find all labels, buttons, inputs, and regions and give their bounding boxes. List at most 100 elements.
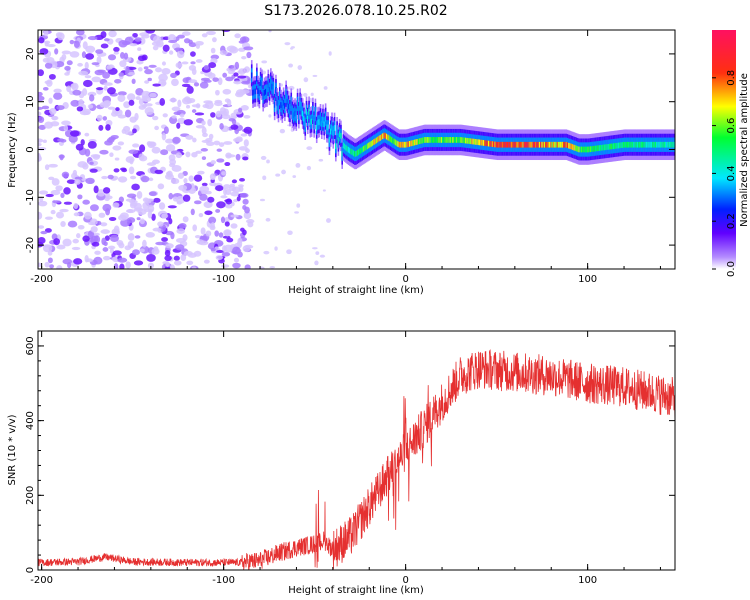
ridge-cell [569,143,572,149]
noise-blob [123,101,131,109]
ridge-cell [667,141,670,148]
ridge-cell [547,141,550,148]
noise-blob [152,227,162,232]
noise-blob [296,203,301,208]
noise-blob [137,67,143,72]
noise-blob [66,60,73,66]
ridge-cell [445,137,448,143]
ridge-cell [571,144,574,150]
noise-blob [202,104,210,109]
noise-blob [100,31,107,39]
ridge-cell [256,75,258,82]
ridge-cell [653,141,656,148]
noise-blob [197,170,205,175]
noise-blob [38,69,44,77]
noise-blob [40,230,48,235]
ridge-cell [517,141,519,148]
ridge-cell [496,141,499,148]
noise-blob [77,161,88,168]
ridge-cell [556,141,559,148]
noise-blob [136,217,141,221]
ridge-cell [656,141,658,148]
noise-blob [161,68,171,75]
noise-blob [57,32,65,41]
ridge-cell [315,124,318,131]
noise-blob [161,132,167,141]
ridge-cell [354,151,356,157]
colorbar-tick-label: 0.8 [726,70,737,86]
noise-blob [80,139,85,146]
noise-blob [284,42,291,46]
ridge-cell [355,150,358,157]
noise-blob [186,85,194,94]
noise-blob [288,85,295,91]
ridge-cell [564,141,566,148]
noise-blob [139,144,146,153]
noise-blob [126,217,136,224]
noise-blob [38,200,48,207]
ridge-cell [631,141,634,148]
noise-blob [38,111,42,117]
noise-blob [279,83,283,87]
noise-blob [209,173,216,181]
ridge-cell [313,119,315,126]
noise-blob [274,246,278,251]
noise-blob [221,252,231,257]
noise-blob [193,250,202,257]
ridge-cell [557,141,560,148]
noise-blob [118,196,124,203]
noise-blob [90,154,101,158]
ridge-cell [566,142,569,148]
noise-blob [190,61,196,65]
ridge-cell [391,137,393,143]
noise-blob [100,229,111,234]
noise-blob [224,221,230,227]
noise-blob [222,88,232,95]
noise-blob [125,198,135,202]
ridge-cell [266,88,268,95]
noise-blob [134,235,141,239]
ridge-cell [336,129,338,136]
noise-blob [221,264,230,268]
noise-blob [322,189,326,192]
noise-blob [162,44,170,52]
ridge-cell [414,139,416,146]
ridge-cell [329,128,332,135]
noise-blob [261,60,268,64]
noise-blob [175,244,185,251]
ridge-cell [434,137,436,143]
noise-blob [89,218,98,226]
noise-blob [149,92,157,98]
ridge-cell [385,133,388,140]
noise-blob [81,88,88,96]
noise-blob [165,144,176,152]
ridge-cell [254,88,257,95]
ridge-cell [374,138,377,145]
noise-blob [237,251,243,258]
noise-blob [46,44,56,48]
noise-blob [152,45,159,51]
noise-blob [177,117,186,124]
noise-blob [226,237,234,243]
noise-blob [286,249,292,255]
ridge-cell [296,101,299,107]
noise-blob [72,89,82,96]
noise-blob [287,230,293,235]
ridge-cell [448,137,451,143]
noise-blob [87,91,97,97]
noise-blob [167,34,177,42]
ridge-cell [314,111,317,117]
ridge-cell [456,137,458,143]
noise-blob [243,46,254,51]
noise-blob [319,254,326,258]
x-tick-label: 0 [402,575,408,586]
ridge-cell [550,141,552,148]
ridge-cell [606,144,608,150]
ridge-cell [601,144,603,151]
noise-blob [191,104,201,108]
ridge-cell [387,134,389,141]
noise-blob [77,62,83,67]
ridge-cell [592,146,594,152]
ridge-cell [531,141,533,148]
noise-blob [269,266,276,269]
